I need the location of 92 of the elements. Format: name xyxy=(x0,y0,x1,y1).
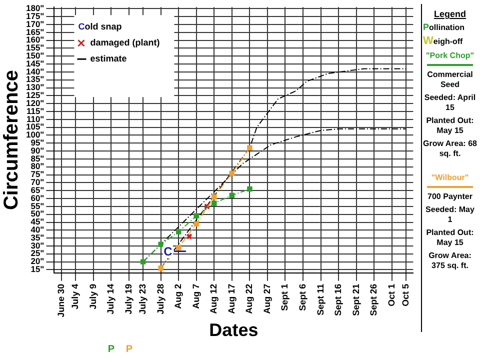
x-tick-label: June 30 xyxy=(56,284,66,318)
y-tick-label: 90" xyxy=(30,145,44,156)
point xyxy=(158,266,164,271)
text: Seeded: April 15 xyxy=(423,93,477,113)
y-tick-label: 175" xyxy=(26,10,44,21)
y-tick-label: 110" xyxy=(26,114,44,124)
y-tick-label: 80" xyxy=(30,161,44,172)
point xyxy=(247,186,252,192)
annotation: C xyxy=(164,244,173,259)
x-tick-label: Aug 7 xyxy=(190,284,201,309)
x-tick-label: Oct 5 xyxy=(400,284,411,306)
y-tick-label: 35" xyxy=(30,232,44,242)
point xyxy=(194,213,200,219)
annotation: Cold snap xyxy=(78,22,122,32)
y-tick-label: 95" xyxy=(30,138,44,148)
point xyxy=(229,192,235,198)
text: Planted Out: May 15 xyxy=(425,116,475,136)
y-tick-label: 85" xyxy=(30,153,44,164)
x-tick-label: Sept 6 xyxy=(297,284,308,311)
point xyxy=(176,244,182,250)
x-tick-label: Sept 21 xyxy=(350,284,361,316)
x-tick-label: Aug 22 xyxy=(244,284,254,314)
x-tick-label: July 4 xyxy=(70,284,80,310)
point xyxy=(204,203,210,210)
y-tick-label: 130" xyxy=(26,82,44,92)
text: 700 Paynter xyxy=(426,192,474,202)
y-tick-label: 60" xyxy=(30,192,44,203)
y-tick-label: 160" xyxy=(26,34,44,45)
point xyxy=(212,194,217,200)
point xyxy=(194,221,200,226)
x-tick-label: Sept 1 xyxy=(280,284,290,311)
y-tick-label: 120" xyxy=(26,98,44,108)
x-tick-label: Sept 16 xyxy=(333,284,344,316)
x-tick-label: July 14 xyxy=(106,284,116,314)
x-tick-label: July 23 xyxy=(138,284,148,314)
x-tick-label: Aug 2 xyxy=(173,284,184,309)
y-tick-label: 40" xyxy=(30,224,44,235)
y-tick-label: 50" xyxy=(30,208,44,219)
legend-label: estimate xyxy=(90,54,127,64)
text: P xyxy=(108,344,115,355)
y-tick-label: 100" xyxy=(26,130,44,140)
text: ollination xyxy=(429,23,465,32)
y-tick-label: 30" xyxy=(30,240,44,250)
x-tick-label: Sept 11 xyxy=(315,284,326,316)
point xyxy=(212,200,217,206)
text: P xyxy=(126,344,133,355)
y-tick-label: 65" xyxy=(30,184,44,195)
text: Planted Out: May 15 xyxy=(425,228,475,248)
y-tick-label: 75" xyxy=(30,169,44,180)
y-tick-label: 180" xyxy=(26,3,44,14)
x-tick-label: July 19 xyxy=(123,284,134,314)
y-tick-label: 115" xyxy=(26,106,44,116)
legend-label: damaged (plant) xyxy=(90,38,160,48)
point xyxy=(229,170,235,176)
x-tick-label: Aug 12 xyxy=(208,284,219,314)
y-tick-label: 165" xyxy=(26,26,44,37)
y-tick-label: 20" xyxy=(30,256,44,266)
text: Commercial Seed xyxy=(426,70,474,90)
point xyxy=(186,233,192,240)
x-tick-label: July 9 xyxy=(88,284,98,310)
y-tick-label: 140" xyxy=(26,66,44,76)
x-tick-label: Sept 26 xyxy=(368,284,379,316)
text: "Wilbour" xyxy=(430,173,470,183)
text: Grow Area: 375 sq. ft. xyxy=(428,251,472,271)
x-tick-label: July 28 xyxy=(155,284,166,314)
y-tick-label: 155" xyxy=(26,42,44,53)
text: Seeded: May 1 xyxy=(424,205,476,225)
y-tick-label: 125" xyxy=(26,90,44,100)
x-axis-title: Dates xyxy=(209,320,258,340)
y-tick-label: 150" xyxy=(26,50,44,60)
x-tick-label: Oct 1 xyxy=(386,284,396,306)
y-tick-label: 55" xyxy=(30,200,44,211)
point xyxy=(247,145,252,151)
point xyxy=(140,259,146,264)
y-axis-title: Circumference xyxy=(0,70,23,210)
text: Weigh-off xyxy=(423,35,464,47)
point xyxy=(176,229,182,234)
y-tick-label: 25" xyxy=(30,248,44,258)
text: Grow Area: 68 sq. ft. xyxy=(423,139,477,159)
point xyxy=(158,242,164,248)
legend-title: Legend xyxy=(432,9,467,19)
y-tick-label: 45" xyxy=(30,216,44,227)
x-tick-label: Aug 27 xyxy=(262,284,272,314)
y-tick-label: 70" xyxy=(30,177,44,188)
y-tick-label: 105" xyxy=(26,122,44,132)
text: P xyxy=(423,22,430,32)
x-tick-label: Aug 17 xyxy=(226,284,236,314)
text: "Pork Chop" xyxy=(424,51,476,61)
y-tick-label: 135" xyxy=(26,74,44,84)
y-tick-label: 145" xyxy=(26,58,44,68)
y-tick-label: 170" xyxy=(26,18,44,29)
y-tick-label: 15" xyxy=(30,264,44,274)
